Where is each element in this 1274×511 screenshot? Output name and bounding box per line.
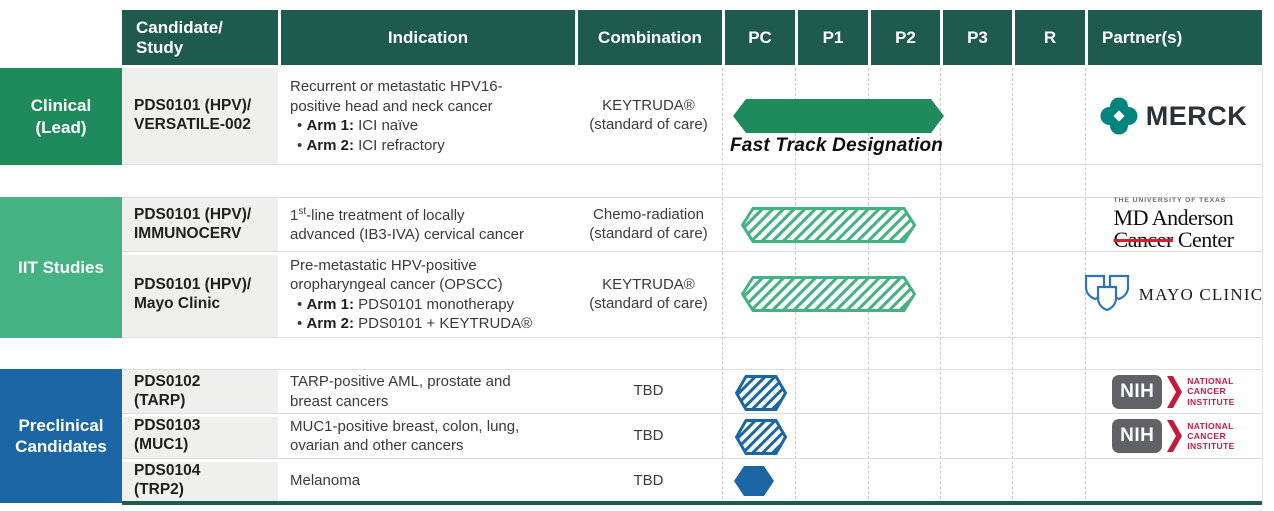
combination-cell: TBD bbox=[575, 414, 722, 458]
group-label-preclinical: Preclinical Candidates bbox=[0, 369, 122, 503]
header-partners: Partner(s) bbox=[1085, 10, 1262, 65]
merck-wordmark: MERCK bbox=[1145, 100, 1248, 131]
combination-cell: KEYTRUDA® (standard of care) bbox=[575, 68, 722, 164]
candidate-cell: PDS0104 (TRP2) bbox=[122, 459, 278, 503]
nih-nci-logo-icon: NIH NATIONAL CANCER INSTITUTE bbox=[1112, 374, 1235, 409]
nci-wordmark: NATIONAL CANCER INSTITUTE bbox=[1187, 376, 1235, 407]
header-indication: Indication bbox=[278, 10, 575, 65]
table-right-edge bbox=[1262, 68, 1263, 504]
indication-cell: TARP-positive AML, prostate and breast c… bbox=[278, 370, 575, 413]
phases-cell bbox=[722, 370, 1085, 413]
md-anderson-name: MD Anderson bbox=[1113, 204, 1234, 230]
phase-bar-hatched-green bbox=[741, 207, 916, 243]
combination-cell: KEYTRUDA® (standard of care) bbox=[575, 252, 722, 337]
merck-flower-icon bbox=[1100, 97, 1138, 135]
candidate-cell: PDS0101 (HPV)/ Mayo Clinic bbox=[122, 252, 278, 337]
nci-wordmark: NATIONAL CANCER INSTITUTE bbox=[1187, 420, 1235, 452]
indication-cell: Melanoma bbox=[278, 459, 575, 503]
header-candidate-study: Candidate/ Study bbox=[122, 10, 278, 65]
group-label-clinical-lead: Clinical (Lead) bbox=[0, 68, 122, 165]
phases-cell bbox=[722, 198, 1085, 251]
merck-logo-icon: MERCK bbox=[1100, 97, 1248, 135]
table-row-versatile-002: PDS0101 (HPV)/ VERSATILE-002 Recurrent o… bbox=[122, 68, 1262, 165]
phases-cell bbox=[722, 252, 1085, 337]
header-phase-p3: P3 bbox=[940, 10, 1012, 65]
phase-bar-solid-blue bbox=[734, 466, 774, 496]
combination-cell: Chemo-radiation (standard of care) bbox=[575, 198, 722, 251]
combination-line1: TBD bbox=[633, 471, 664, 489]
table-row-pds0104: PDS0104 (TRP2) Melanoma TBD bbox=[122, 459, 1262, 503]
indication-bullet: • Arm 2: ICI refractory bbox=[297, 136, 445, 154]
nih-box-icon: NIH bbox=[1112, 374, 1163, 409]
indication-bullet: • Arm 1: ICI naïve bbox=[297, 117, 419, 134]
nih-chevron-icon bbox=[1167, 375, 1183, 408]
table-row-mayo-study: PDS0101 (HPV)/ Mayo Clinic Pre-metastati… bbox=[122, 252, 1262, 338]
phase-bar-hatched-green bbox=[741, 276, 916, 312]
mayo-clinic-logo-icon: MAYO CLINIC bbox=[1084, 274, 1264, 316]
indication-cell: MUC1-positive breast, colon, lung, ovari… bbox=[278, 414, 575, 458]
phases-cell bbox=[722, 414, 1085, 458]
candidate-cell: PDS0102 (TARP) bbox=[122, 370, 278, 413]
group-label-iit-studies: IIT Studies bbox=[0, 197, 122, 338]
indication-cell: Recurrent or metastatic HPV16- positive … bbox=[278, 68, 575, 164]
partner-cell: THE UNIVERSITY OF TEXAS MD Anderson Canc… bbox=[1085, 197, 1262, 252]
combination-line2: (standard of care) bbox=[589, 116, 708, 133]
partner-cell: MERCK bbox=[1085, 68, 1262, 164]
indication-text: MUC1-positive breast, colon, lung, ovari… bbox=[290, 417, 520, 455]
candidate-cell: PDS0101 (HPV)/ IMMUNOCERV bbox=[122, 198, 278, 251]
combination-line1: Chemo-radiation bbox=[593, 205, 704, 223]
indication-cell: Pre-metastatic HPV-positive oropharyngea… bbox=[278, 252, 575, 337]
combination-cell: TBD bbox=[575, 370, 722, 413]
phase-bar-hatched-blue bbox=[735, 375, 787, 411]
nih-box-icon: NIH bbox=[1112, 419, 1163, 453]
table-row-immunocerv: PDS0101 (HPV)/ IMMUNOCERV 1st-line treat… bbox=[122, 197, 1262, 252]
nih-nci-logo-icon: NIH NATIONAL CANCER INSTITUTE bbox=[1112, 419, 1235, 453]
header-phase-p1: P1 bbox=[795, 10, 868, 65]
combination-line1: KEYTRUDA® bbox=[602, 275, 695, 293]
partner-cell: MAYO CLINIC bbox=[1084, 252, 1264, 337]
combination-line1: TBD bbox=[633, 382, 664, 400]
indication-text: Melanoma bbox=[290, 472, 361, 490]
header-phase-pc: PC bbox=[722, 10, 795, 65]
candidate-cell: PDS0101 (HPV)/ VERSATILE-002 bbox=[122, 68, 278, 164]
phase-bar-hatched-blue bbox=[735, 419, 787, 455]
nih-chevron-icon bbox=[1167, 420, 1183, 452]
indication-text: 1st-line treatment of locally advanced (… bbox=[290, 205, 524, 244]
combination-line1: KEYTRUDA® bbox=[602, 97, 695, 115]
mayo-shields-icon bbox=[1084, 274, 1129, 311]
bottom-rule bbox=[122, 501, 1262, 505]
phase-bar-solid-green bbox=[733, 99, 944, 133]
indication-bullet: • Arm 2: PDS0101 + KEYTRUDA® bbox=[297, 315, 533, 332]
indication-text: TARP-positive AML, prostate and breast c… bbox=[290, 373, 511, 410]
table-row-pds0103: PDS0103 (MUC1) MUC1-positive breast, col… bbox=[122, 414, 1262, 459]
combination-line2: (standard of care) bbox=[589, 294, 708, 312]
indication-text: Pre-metastatic HPV-positive oropharyngea… bbox=[290, 256, 503, 294]
combination-cell: TBD bbox=[575, 459, 722, 503]
phases-cell: Fast Track Designation bbox=[722, 68, 1085, 164]
header-row: Candidate/ Study Indication Combination … bbox=[122, 10, 1262, 65]
partner-cell: NIH NATIONAL CANCER INSTITUTE bbox=[1085, 370, 1262, 413]
partner-cell bbox=[1085, 459, 1262, 503]
md-anderson-logo-icon: THE UNIVERSITY OF TEXAS MD Anderson Canc… bbox=[1113, 197, 1234, 252]
header-combination: Combination bbox=[575, 10, 722, 65]
mayo-wordmark: MAYO CLINIC bbox=[1138, 284, 1264, 304]
candidate-cell: PDS0103 (MUC1) bbox=[122, 414, 278, 458]
indication-bullet: • Arm 1: PDS0101 monotherapy bbox=[297, 295, 515, 313]
md-anderson-university-line: THE UNIVERSITY OF TEXAS bbox=[1113, 197, 1227, 205]
indication-cell: 1st-line treatment of locally advanced (… bbox=[278, 198, 575, 251]
table-row-pds0102: PDS0102 (TARP) TARP-positive AML, prosta… bbox=[122, 369, 1262, 414]
indication-text: Recurrent or metastatic HPV16- positive … bbox=[290, 78, 503, 115]
phases-cell bbox=[722, 459, 1085, 503]
combination-line1: TBD bbox=[633, 426, 664, 444]
fast-track-label: Fast Track Designation bbox=[730, 135, 944, 156]
header-phase-r: R bbox=[1012, 10, 1085, 65]
md-anderson-cancer-center: Cancer Center bbox=[1113, 226, 1234, 252]
combination-line2: (standard of care) bbox=[589, 224, 708, 242]
header-phase-p2: P2 bbox=[868, 10, 940, 65]
partner-cell: NIH NATIONAL CANCER INSTITUTE bbox=[1085, 414, 1262, 458]
